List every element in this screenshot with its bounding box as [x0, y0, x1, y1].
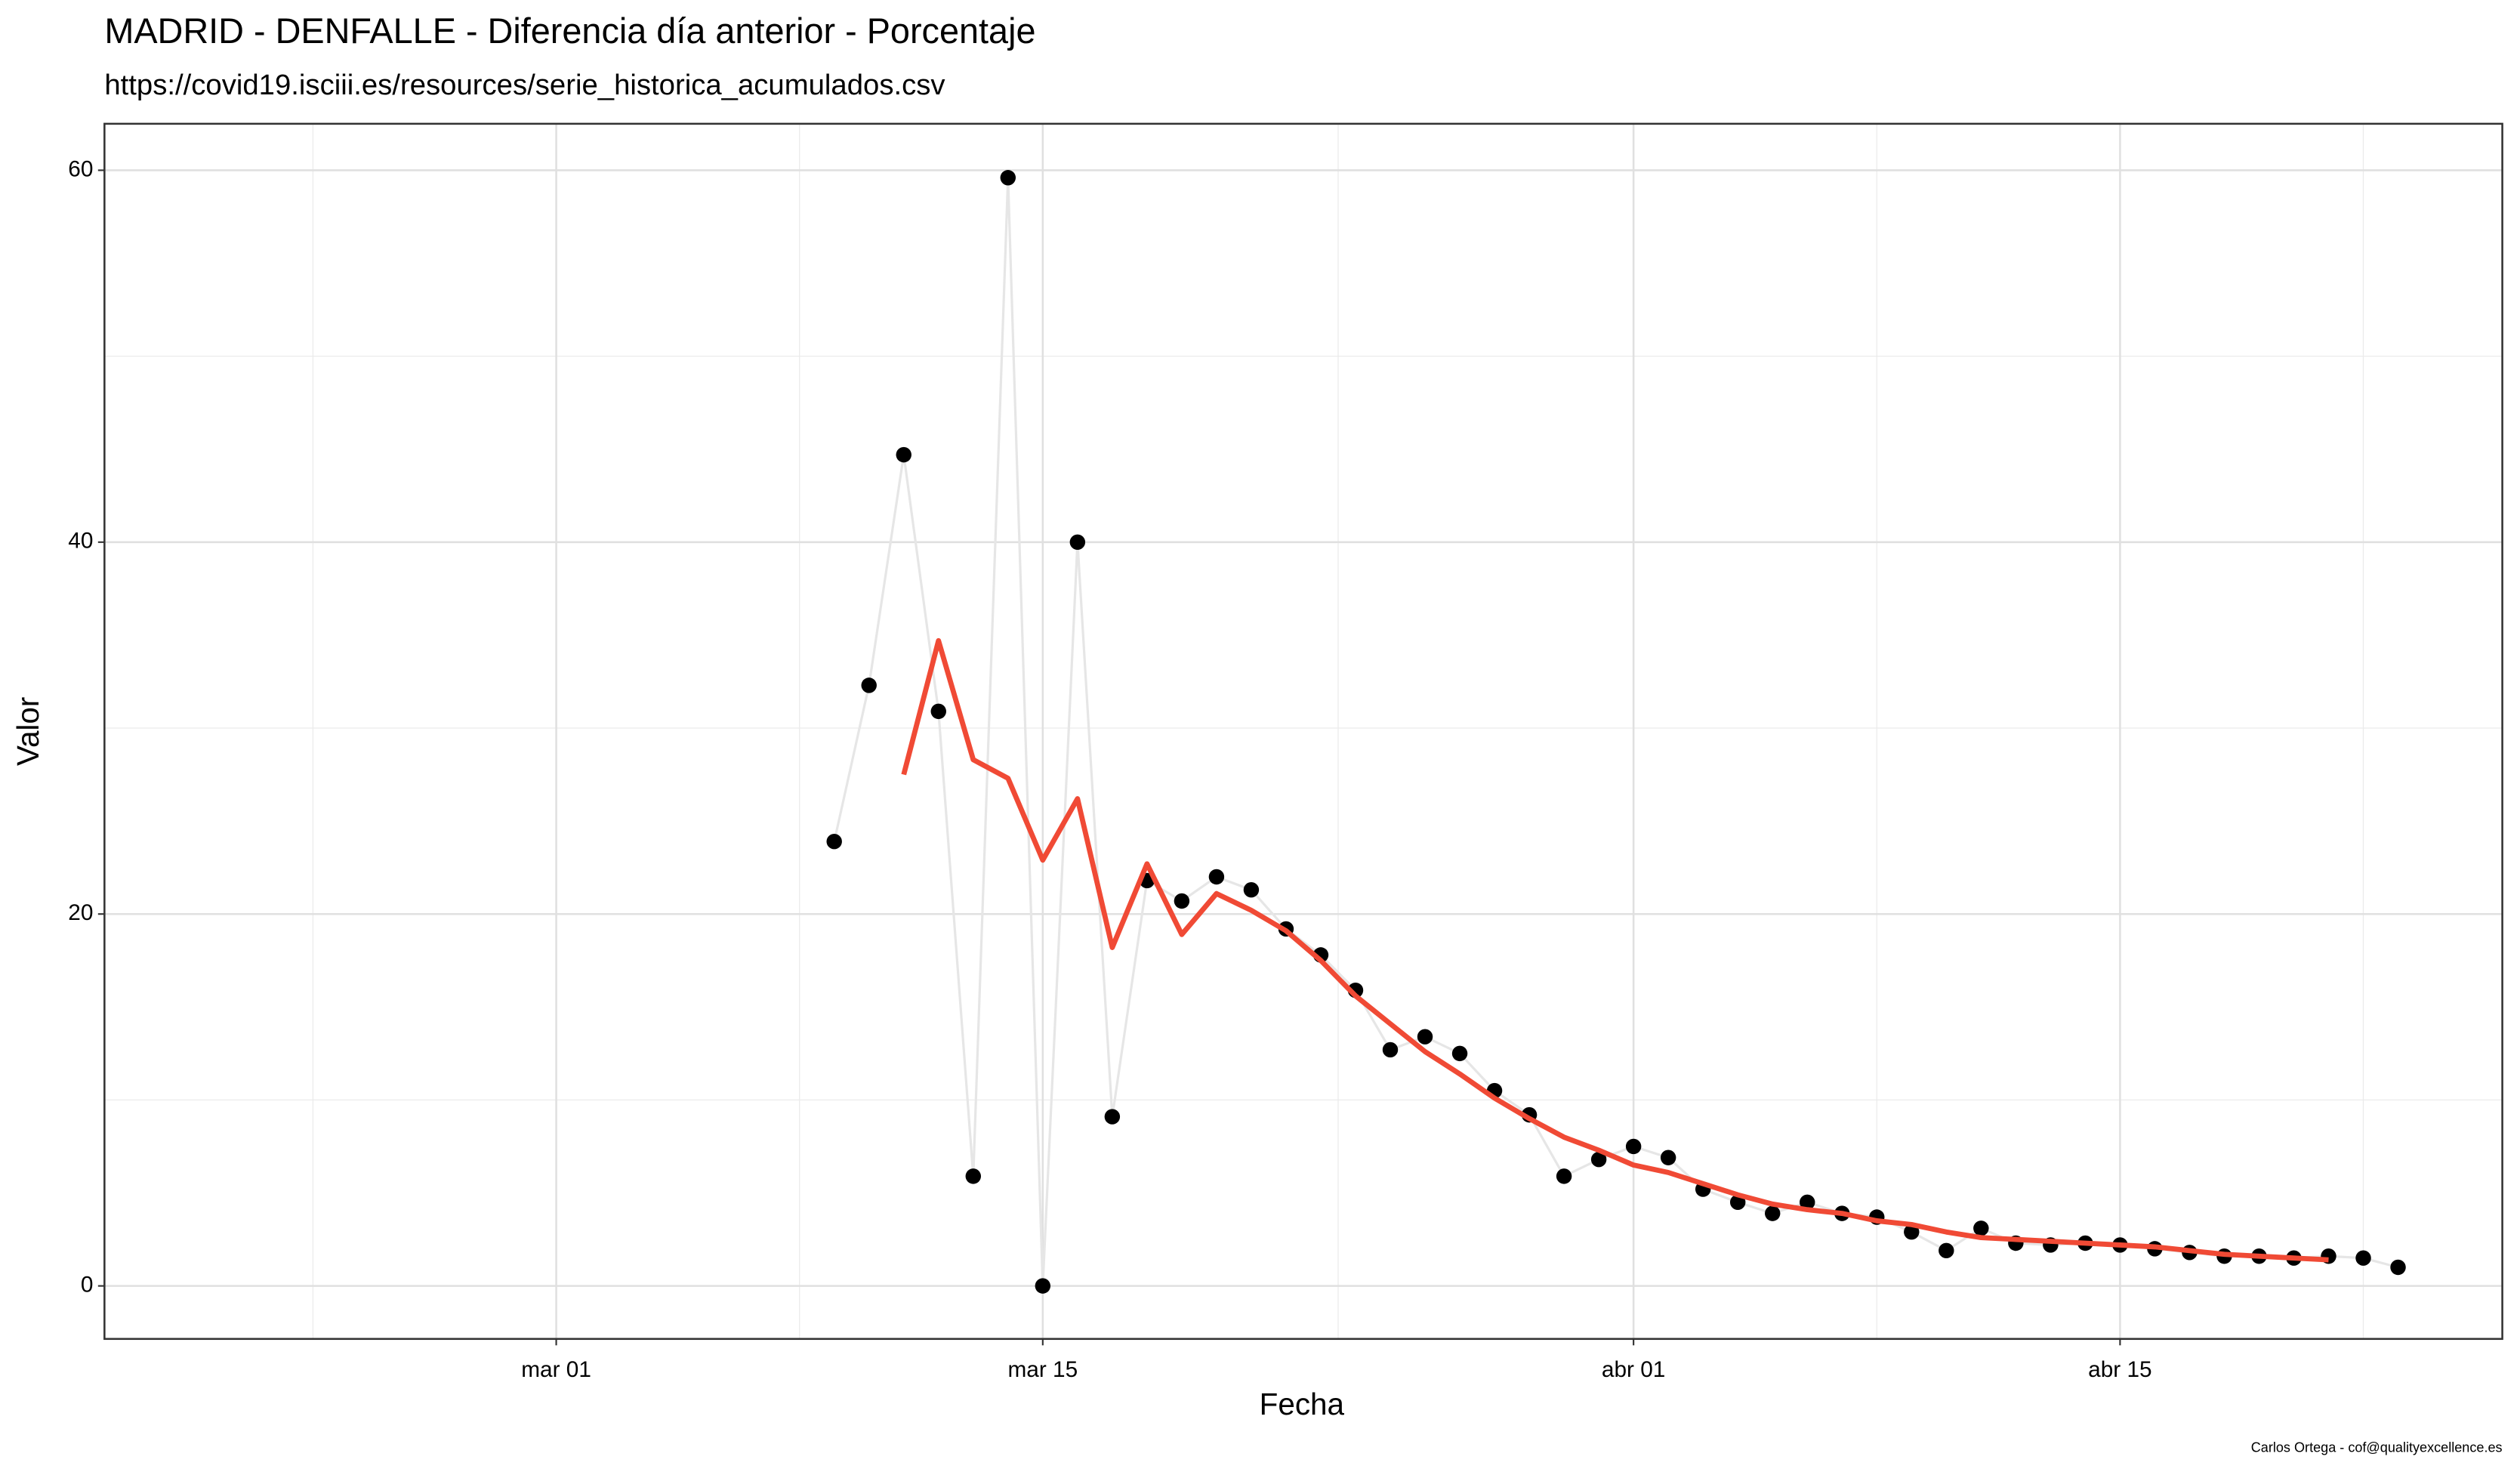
- y-axis-title: Valor: [11, 697, 45, 766]
- y-tick-label: 20: [68, 900, 93, 925]
- x-tick-label: abr 01: [1602, 1357, 1665, 1382]
- point: [1764, 1205, 1781, 1221]
- point: [1000, 170, 1016, 186]
- point: [965, 1168, 982, 1184]
- point: [1382, 1042, 1399, 1058]
- point: [1035, 1278, 1051, 1294]
- y-tick-label: 60: [68, 156, 93, 181]
- chart-subtitle: https://covid19.isciii.es/resources/seri…: [104, 69, 945, 101]
- point: [1069, 534, 1086, 551]
- x-tick-label: mar 01: [521, 1357, 591, 1382]
- point: [861, 677, 877, 693]
- point: [1104, 1109, 1121, 1125]
- point: [826, 833, 842, 850]
- point: [1939, 1242, 1954, 1259]
- point: [1973, 1220, 1989, 1236]
- point: [2390, 1259, 2406, 1276]
- caption: Carlos Ortega - cof@qualityexcellence.es: [2251, 1440, 2503, 1455]
- point: [1556, 1168, 1572, 1184]
- point: [930, 703, 946, 720]
- point: [1800, 1194, 1815, 1211]
- point: [1625, 1138, 1642, 1155]
- y-tick-label: 40: [68, 529, 93, 554]
- x-tick-label: abr 15: [2088, 1357, 2151, 1382]
- point: [1451, 1045, 1468, 1062]
- point: [1417, 1029, 1433, 1045]
- x-axis-title: Fecha: [1260, 1387, 1345, 1421]
- point: [1660, 1150, 1676, 1165]
- point: [1208, 869, 1225, 885]
- x-tick-label: mar 15: [1007, 1357, 1078, 1382]
- point: [1904, 1224, 1920, 1240]
- y-tick-label: 0: [81, 1272, 94, 1297]
- moving-average-line: [901, 637, 2329, 1263]
- point: [1243, 881, 1260, 898]
- point: [1174, 893, 1190, 909]
- point: [1590, 1151, 1607, 1168]
- point: [896, 446, 911, 463]
- panel-border: [103, 122, 2503, 1341]
- chart-title: MADRID - DENFALLE - Diferencia día anter…: [104, 11, 1035, 51]
- point: [2355, 1250, 2371, 1266]
